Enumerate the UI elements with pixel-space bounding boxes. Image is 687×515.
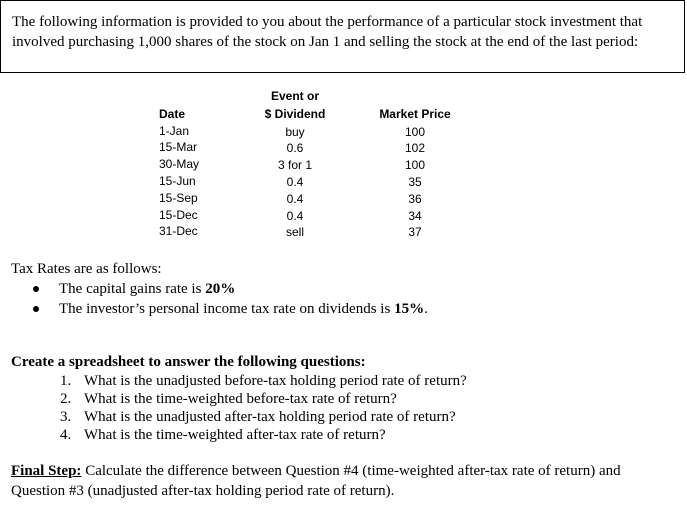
- tax-rates-list: The capital gains rate is 20% The invest…: [31, 279, 428, 319]
- stock-performance-table: Date Event or $ Dividend Market Price 1-…: [0, 86, 687, 246]
- table-row-event: 0.4: [286, 175, 304, 189]
- list-item: 4. What is the time-weighted after-tax ra…: [60, 426, 467, 444]
- question-text: What is the time-weighted after-tax rate…: [84, 427, 386, 443]
- intro-text: The following information is provided to…: [12, 14, 643, 50]
- bullet-after: .: [424, 301, 428, 317]
- table-row-price: 100: [404, 125, 426, 139]
- table-row-date: 15-Sep: [159, 191, 198, 205]
- bullet-icon: [33, 306, 39, 312]
- header-date: Date: [159, 107, 186, 121]
- table-row-date: 15-Mar: [159, 140, 198, 154]
- table-row-price: 35: [408, 175, 422, 189]
- bullet-bold: 20%: [205, 281, 236, 297]
- table-row-date: 15-Jun: [159, 174, 196, 188]
- header-market-price: Market Price: [379, 107, 451, 121]
- bullet-text: The capital gains rate is: [59, 281, 206, 297]
- table-row-price: 34: [408, 209, 422, 223]
- bullet-icon: [33, 286, 39, 292]
- list-item: The capital gains rate is 20%: [31, 279, 428, 299]
- intro-box: The following information is provided to…: [0, 0, 685, 73]
- table-row-event: 3 for 1: [277, 158, 313, 172]
- table-row-date: 15-Dec: [159, 208, 198, 222]
- list-item: The investor’s personal income tax rate …: [31, 299, 428, 319]
- table-row-event: 0.6: [286, 141, 304, 155]
- list-item: 1. What is the unadjusted before-tax hold…: [60, 372, 467, 390]
- final-step-label: Final Step:: [11, 463, 82, 479]
- table-row-event: 0.4: [286, 192, 304, 206]
- table-row-date: 31-Dec: [159, 224, 198, 238]
- header-event-line2: $ Dividend: [264, 107, 326, 121]
- table-row-price: 102: [404, 141, 426, 155]
- question-number: 3.: [60, 409, 72, 425]
- table-row-date: 30-May: [159, 157, 200, 171]
- table-row-event: 0.4: [286, 209, 304, 223]
- list-item: 3. What is the unadjusted after-tax holdi…: [60, 408, 467, 426]
- question-number: 1.: [60, 373, 72, 389]
- final-step-paragraph: Final Step: Calculate the difference bet…: [11, 461, 676, 501]
- table-row-event: sell: [285, 225, 304, 239]
- table-row-event: buy: [285, 125, 305, 139]
- question-text: What is the time-weighted before-tax rat…: [84, 391, 397, 407]
- question-number: 2.: [60, 391, 72, 407]
- question-text: What is the unadjusted after-tax holding…: [84, 409, 456, 425]
- bullet-text: The investor’s personal income tax rate …: [59, 301, 395, 317]
- header-event-line1: Event or: [270, 89, 319, 103]
- bullet-bold: 15%: [394, 301, 425, 317]
- table-row-price: 100: [404, 158, 426, 172]
- list-item: 2. What is the time-weighted before-tax r…: [60, 390, 467, 408]
- table-row-price: 36: [408, 192, 422, 206]
- final-step-text: Calculate the difference between Questio…: [11, 463, 621, 499]
- table-row-date: 1-Jan: [159, 124, 190, 138]
- questions-heading: Create a spreadsheet to answer the follo…: [11, 354, 366, 370]
- question-number: 4.: [60, 427, 72, 443]
- questions-list: 1. What is the unadjusted before-tax hold…: [60, 372, 467, 444]
- question-text: What is the unadjusted before-tax holdin…: [84, 373, 467, 389]
- tax-rates-heading: Tax Rates are as follows:: [11, 261, 162, 277]
- table-row-price: 37: [408, 225, 422, 239]
